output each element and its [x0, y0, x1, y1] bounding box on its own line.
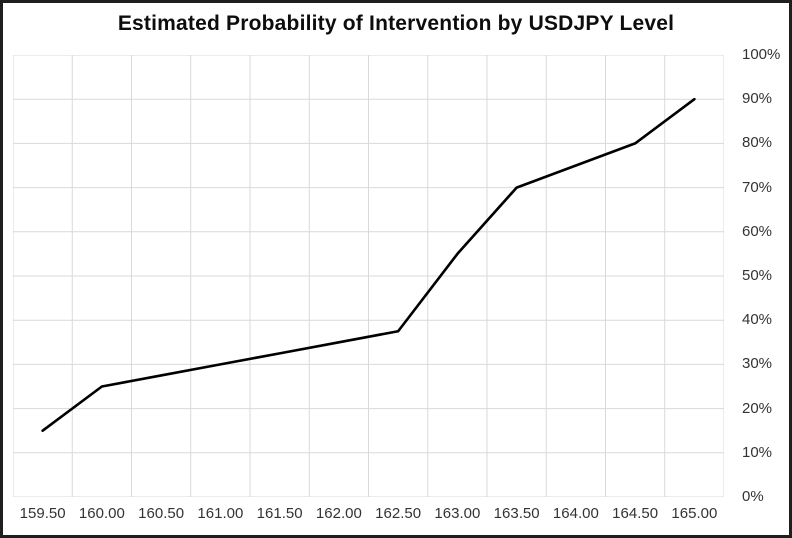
y-axis-label: 40% — [742, 311, 773, 329]
y-axis-label: 90% — [742, 90, 773, 108]
x-axis-label: 163.50 — [493, 505, 540, 522]
chart-title: Estimated Probability of Intervention by… — [117, 12, 675, 35]
x-axis-label: 164.50 — [612, 505, 659, 522]
y-axis-label: 70% — [742, 178, 773, 196]
x-axis-label: 162.50 — [375, 505, 422, 522]
y-axis-label: 30% — [742, 355, 773, 373]
series-line — [41, 97, 696, 433]
x-axis-label: 162.00 — [315, 505, 362, 522]
x-axis-label: 164.00 — [552, 505, 599, 522]
x-axis-label: 159.50 — [19, 505, 66, 522]
y-axis-label: 60% — [742, 222, 773, 240]
y-axis-label: 50% — [742, 267, 773, 284]
y-axis-label: 100% — [742, 46, 781, 63]
x-axis-label: 163.00 — [434, 505, 481, 522]
y-axis-label: 80% — [742, 134, 773, 152]
x-axis-label: 160.50 — [138, 505, 185, 522]
y-axis-label: 0% — [742, 488, 764, 505]
chart-canvas — [13, 55, 724, 497]
x-axis-label: 161.00 — [197, 505, 244, 522]
x-axis-label: 160.00 — [78, 505, 125, 522]
x-axis-label: 161.50 — [256, 505, 303, 522]
y-axis-label: 10% — [742, 443, 773, 461]
y-axis-label: 20% — [742, 399, 773, 417]
x-axis-label: 165.00 — [671, 505, 718, 522]
